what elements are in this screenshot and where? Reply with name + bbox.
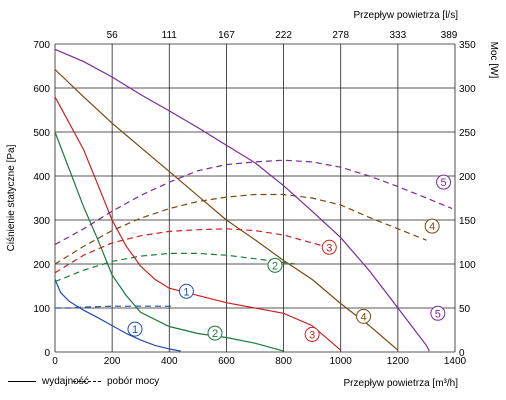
y-axis-title-right: Moc [W] <box>488 42 499 79</box>
circle-label-ring-4 <box>424 218 440 234</box>
power-curve-3 <box>54 228 336 274</box>
pressure-curve-5 <box>54 48 430 352</box>
y-tick-label-left: 700 <box>33 40 50 51</box>
y-tick-label-left: 100 <box>33 304 50 315</box>
circle-label-ring-2 <box>207 325 223 341</box>
y-tick-label-left: 400 <box>33 172 50 183</box>
circle-label-ring-2 <box>267 257 283 273</box>
circle-label-1: 1 <box>183 286 189 298</box>
x-tick-label-top: 389 <box>441 30 458 41</box>
x-tick-label-bottom: 1000 <box>330 356 353 367</box>
pressure-curve-2 <box>54 131 284 352</box>
x-axis-title-top: Przepływ powietrza [l/s] <box>354 10 459 21</box>
circle-label-5: 5 <box>441 177 447 189</box>
pressure-curve-1 <box>54 279 181 352</box>
circle-label-1: 1 <box>132 324 138 336</box>
x-tick-label-bottom: 600 <box>218 356 235 367</box>
y-tick-label-right: 150 <box>459 216 476 227</box>
y-tick-label-right: 350 <box>459 40 476 51</box>
x-tick-label-bottom: 1400 <box>444 356 467 367</box>
legend-dashed-line <box>73 381 101 382</box>
x-tick-label-top: 56 <box>107 30 119 41</box>
x-tick-label-top: 333 <box>390 30 407 41</box>
legend-solid-line <box>8 381 36 382</box>
y-tick-label-left: 300 <box>33 216 50 227</box>
pressure-curve-3 <box>54 96 342 351</box>
y-tick-label-right: 100 <box>459 260 476 271</box>
y-tick-label-left: 0 <box>44 348 50 359</box>
y-tick-label-right: 0 <box>459 348 465 359</box>
chart-curves <box>54 48 453 352</box>
y-tick-label-left: 600 <box>33 84 50 95</box>
y-tick-label-right: 300 <box>459 84 476 95</box>
circle-label-ring-1 <box>127 321 143 337</box>
circle-label-ring-1 <box>178 283 194 299</box>
circle-label-ring-3 <box>321 239 337 255</box>
x-tick-label-bottom: 400 <box>161 356 178 367</box>
chart-grid <box>54 43 456 353</box>
circle-label-ring-4 <box>356 308 372 324</box>
x-tick-label-bottom: 800 <box>275 356 292 367</box>
legend-solid-label: wydajność <box>42 376 89 387</box>
x-tick-label-bottom: 200 <box>104 356 121 367</box>
x-tick-label-top: 111 <box>162 30 178 41</box>
y-tick-label-right: 200 <box>459 172 476 183</box>
y-tick-label-left: 500 <box>33 128 50 139</box>
x-tick-label-bottom: 1200 <box>387 356 410 367</box>
x-tick-label-top: 278 <box>332 30 349 41</box>
legend-dashed-label: pobór mocy <box>107 376 160 387</box>
circle-label-5: 5 <box>435 308 441 320</box>
x-tick-label-top: 222 <box>275 30 292 41</box>
circle-label-ring-5 <box>430 305 446 321</box>
circle-label-ring-3 <box>304 326 320 342</box>
circle-label-3: 3 <box>326 242 332 254</box>
y-tick-label-right: 250 <box>459 128 476 139</box>
legend-dashed: pobór mocy <box>73 376 159 387</box>
legend-solid: wydajność <box>8 376 89 387</box>
circle-label-3: 3 <box>309 329 315 341</box>
circle-label-2: 2 <box>212 328 218 340</box>
power-curve-2 <box>54 252 296 283</box>
power-curve-4 <box>54 193 427 265</box>
circle-labels: 1 1 2 2 3 3 4 4 5 5 <box>127 174 452 342</box>
circle-label-4: 4 <box>361 311 367 323</box>
x-tick-label-top: 167 <box>218 30 235 41</box>
x-axis-title-bottom: Przepływ powietrza [m³/h] <box>344 378 459 389</box>
x-tick-label-bottom: 0 <box>52 356 58 367</box>
y-tick-label-right: 50 <box>459 304 471 315</box>
y-tick-label-left: 200 <box>33 260 50 271</box>
pressure-curve-4 <box>54 69 399 351</box>
circle-label-2: 2 <box>272 260 278 272</box>
power-curve-5 <box>54 159 453 246</box>
y-axis-title-left: Ciśnienie statyczne [Pa] <box>6 144 17 251</box>
power-curve-1 <box>55 305 175 309</box>
circle-label-4: 4 <box>429 221 435 233</box>
circle-label-ring-5 <box>436 174 452 190</box>
